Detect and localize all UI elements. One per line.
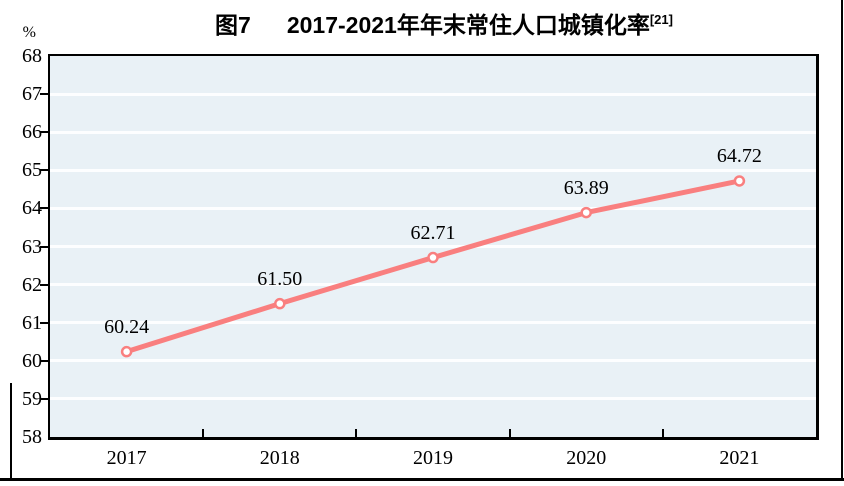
y-axis-tick-label: 62 [22, 273, 42, 296]
gridline [50, 245, 816, 248]
y-axis-tick-label: 63 [22, 235, 42, 258]
gridline [50, 359, 816, 363]
y-axis-tick-label: 58 [22, 426, 42, 448]
data-label: 62.71 [410, 221, 456, 244]
gridline [50, 206, 816, 210]
data-label: 60.24 [104, 315, 150, 338]
x-axis-tick-label: 2018 [259, 447, 300, 469]
y-axis-tick-label: 68 [22, 45, 42, 67]
x-axis-tick [202, 429, 205, 437]
gridline [50, 92, 816, 96]
gridline [50, 168, 816, 172]
x-axis-tick [661, 429, 664, 437]
data-label: 61.50 [257, 267, 303, 290]
y-axis-tick [40, 169, 48, 172]
y-axis-tick-label: 67 [22, 83, 42, 106]
y-axis-tick-label: 60 [22, 349, 42, 372]
gridline [50, 283, 816, 287]
y-axis-tick-label: 66 [22, 121, 42, 144]
x-axis-tick [508, 429, 511, 437]
data-label: 64.72 [716, 144, 762, 167]
x-axis-tick-label: 2021 [719, 447, 760, 469]
chart-title: 图7 2017-2021年年末常住人口城镇化率[21] [0, 6, 844, 39]
y-axis-tick-label: 61 [22, 311, 42, 334]
y-axis-tick [40, 93, 48, 96]
data-label: 63.89 [563, 176, 609, 199]
x-axis-tick-label: 2019 [413, 447, 453, 469]
x-axis-tick-label: 2020 [566, 447, 607, 469]
y-axis-tick [40, 397, 48, 400]
chart-title-main: 2017-2021年年末常住人口城镇化率 [286, 12, 650, 38]
page-border-bottom [0, 478, 844, 481]
y-axis-unit-label: % [22, 24, 36, 41]
y-axis-tick [40, 245, 48, 248]
gridline [50, 130, 816, 134]
y-axis-tick-label: 64 [22, 197, 42, 220]
y-axis-tick [40, 283, 48, 286]
page-border-right [841, 0, 843, 481]
gridline [50, 397, 816, 401]
y-axis-tick [40, 321, 48, 324]
chart-title-prefix: 图7 [215, 12, 251, 38]
y-axis-tick [40, 359, 48, 362]
y-axis-tick-label: 59 [22, 387, 42, 410]
y-axis-tick-label: 65 [22, 159, 42, 182]
x-axis-tick-label: 2017 [106, 447, 147, 469]
page-border-left-stub [10, 383, 12, 478]
chart-title-superscript: [21] [649, 12, 673, 27]
y-axis-tick [40, 131, 48, 134]
plot-area [48, 54, 819, 440]
y-axis-tick [40, 207, 48, 210]
x-axis-tick [355, 429, 358, 437]
